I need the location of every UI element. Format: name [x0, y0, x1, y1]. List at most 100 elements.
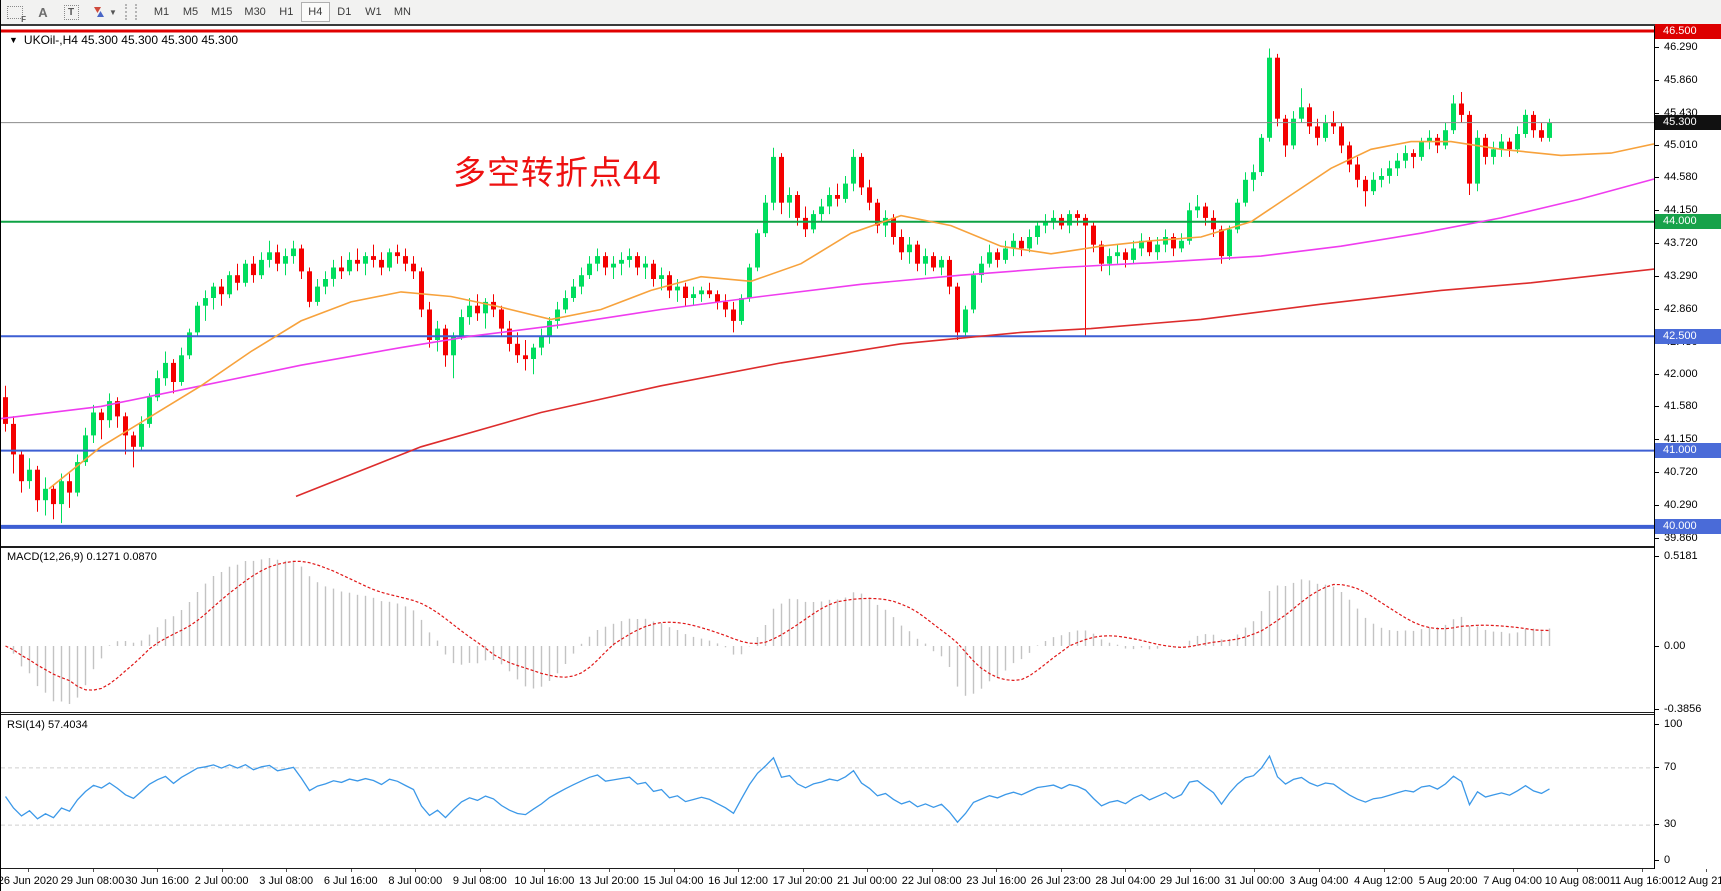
time-label: 21 Jul 00:00 [837, 875, 898, 887]
timeframe-h4[interactable]: H4 [300, 2, 330, 22]
time-label: 30 Jun 16:00 [125, 875, 189, 887]
price-tick: 43.720 [1664, 237, 1698, 250]
timeframe-w1[interactable]: W1 [365, 6, 382, 18]
time-tickmark [1383, 869, 1385, 872]
time-tickmark [1189, 869, 1191, 872]
time-label: 17 Jul 20:00 [772, 875, 833, 887]
text-label-icon: A [38, 4, 48, 20]
timeframe-mn[interactable]: MN [393, 6, 411, 18]
time-label: 5 Aug 20:00 [1418, 875, 1478, 887]
chevron-down-icon: ▼ [109, 7, 117, 17]
time-label: 8 Jul 00:00 [388, 875, 443, 887]
time-label: 28 Jul 04:00 [1095, 875, 1156, 887]
price-badge: 42.500 [1655, 328, 1721, 344]
time-axis-separator [1, 868, 1721, 869]
scale-tickmark [1655, 556, 1659, 557]
price-tick: 46.290 [1664, 41, 1698, 54]
time-label: 13 Jul 20:00 [578, 875, 639, 887]
price-tick: 41.580 [1664, 400, 1698, 413]
text-label-tool-button[interactable]: A [31, 2, 55, 22]
toolbar-grip[interactable] [125, 4, 137, 20]
time-tickmark [544, 869, 546, 872]
time-label: 7 Aug 04:00 [1483, 875, 1543, 887]
arrows-tool-button[interactable]: ▼ [87, 2, 121, 22]
scale-tickmark [1655, 374, 1659, 376]
scale-tickmark [1655, 79, 1659, 81]
scale-tickmark [1655, 724, 1659, 725]
panel-separator[interactable] [1, 714, 1721, 715]
timeframe-m5[interactable]: M5 [182, 6, 199, 18]
timeframe-m15[interactable]: M15 [211, 6, 233, 18]
price-tick: 39.860 [1664, 531, 1698, 544]
symbol-header[interactable]: ▼ UKOil-,H4 45.300 45.300 45.300 45.300 [9, 33, 238, 47]
time-tickmark [802, 869, 804, 872]
time-tickmark [1577, 869, 1579, 872]
price-tick: 42.000 [1664, 368, 1698, 381]
macd-canvas[interactable] [1, 548, 1654, 712]
time-tickmark [931, 869, 933, 872]
time-label: 11 Aug 16:00 [1609, 875, 1674, 887]
time-tickmark [157, 869, 159, 872]
timeframe-h1[interactable]: H1 [279, 6, 294, 18]
scale-tickmark [1655, 537, 1659, 539]
price-tick: 41.150 [1664, 433, 1698, 446]
time-tickmark [92, 869, 94, 872]
scale-tickmark [1655, 243, 1659, 245]
scale-tickmark [1655, 112, 1659, 114]
scale-tickmark [1655, 144, 1659, 146]
time-tickmark [1060, 869, 1062, 872]
scale-tickmark [1655, 177, 1659, 179]
time-tickmark [673, 869, 675, 872]
rsi-scale-label: 30 [1664, 818, 1677, 830]
scale-tickmark [1655, 275, 1659, 277]
symbol-dropdown-icon[interactable]: ▼ [9, 35, 18, 45]
text-box-tool-button[interactable]: T [59, 2, 83, 22]
time-tickmark [1641, 869, 1643, 872]
time-label: 15 Jul 04:00 [643, 875, 704, 887]
rsi-scale-label: 0 [1664, 854, 1671, 866]
price-badge: 40.000 [1655, 519, 1721, 535]
fibonacci-tool-button[interactable]: F [3, 2, 27, 24]
scale-tickmark [1655, 406, 1659, 408]
scale-tickmark [1655, 646, 1659, 647]
scale-tickmark [1655, 824, 1659, 825]
time-tickmark [1254, 869, 1256, 872]
panel-separator[interactable] [1, 546, 1721, 548]
timeframe-m30[interactable]: M30 [244, 6, 266, 18]
time-label: 10 Aug 08:00 [1544, 875, 1610, 887]
time-label: 9 Jul 08:00 [452, 875, 507, 887]
price-tick: 43.290 [1664, 269, 1698, 282]
time-axis[interactable]: 26 Jun 2020 29 Jun 08:00 30 Jun 16:00 2 Jul… [1, 869, 1721, 891]
rsi-scale-label: 70 [1664, 761, 1677, 773]
time-label: 29 Jun 08:00 [60, 875, 125, 887]
price-tick: 45.860 [1664, 73, 1698, 86]
price-badge: 44.000 [1655, 214, 1721, 230]
price-badge: 46.500 [1655, 23, 1721, 39]
rsi-canvas[interactable] [1, 716, 1654, 868]
timeframe-d1[interactable]: D1 [337, 6, 352, 18]
scale-tickmark [1655, 504, 1659, 506]
time-label: 6 Jul 16:00 [323, 875, 378, 887]
price-scale[interactable]: 46.290 45.860 45.430 45.010 44.580 44.150 43.7… [1654, 23, 1721, 869]
time-label: 22 Jul 08:00 [901, 875, 962, 887]
time-label: 3 Aug 04:00 [1289, 875, 1349, 887]
time-label: 2 Jul 00:00 [194, 875, 249, 887]
fibonacci-icon: F [7, 5, 26, 24]
time-label: 29 Jul 16:00 [1159, 875, 1220, 887]
time-label: 10 Jul 16:00 [514, 875, 575, 887]
macd-scale-max: 0.5181 [1664, 550, 1698, 562]
time-label: 16 Jul 12:00 [708, 875, 769, 887]
panel-separator[interactable] [1, 712, 1721, 713]
price-tick: 44.150 [1664, 204, 1698, 217]
time-tickmark [479, 869, 481, 872]
time-tickmark [1706, 869, 1708, 872]
time-tickmark [608, 869, 610, 872]
price-badge: 45.300 [1655, 115, 1721, 131]
price-chart-canvas[interactable] [1, 26, 1654, 546]
time-tickmark [996, 869, 998, 872]
scale-tickmark [1655, 439, 1659, 441]
timeframe-m1[interactable]: M1 [153, 6, 170, 18]
scale-tickmark [1655, 210, 1659, 212]
text-box-icon: T [63, 4, 79, 20]
